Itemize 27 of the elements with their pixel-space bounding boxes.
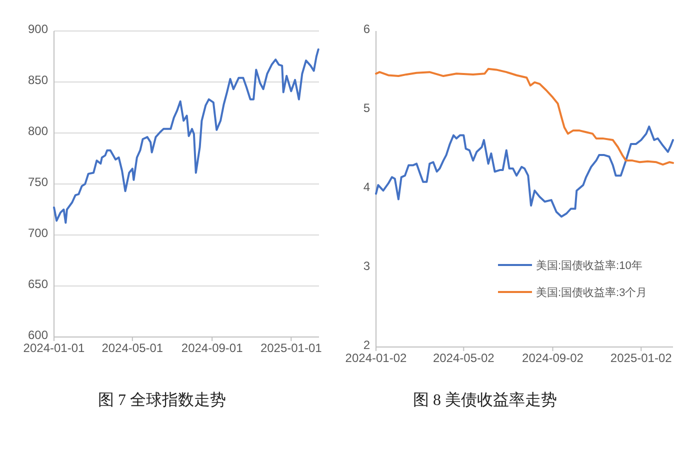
line-series: [375, 126, 674, 218]
text: 图 7 全球指数走势: [98, 391, 226, 409]
y-tick-label: 900: [28, 22, 48, 36]
y-tick-label: 4: [363, 180, 370, 194]
x-tick-label: 2024-05-01: [102, 341, 164, 355]
x-tick-label: 2024-01-01: [23, 341, 86, 355]
y-tick-label: 800: [28, 124, 48, 138]
y-tick-label: 5: [363, 101, 370, 115]
x-tick-label: 2025-01-01: [260, 341, 322, 355]
y-tick-label: 700: [28, 226, 48, 240]
y-tick-label: 650: [28, 277, 48, 291]
y-tick-label: 6: [363, 22, 370, 36]
legend-label: 美国:国债收益率:3个月: [536, 286, 648, 299]
x-tick-label: 2024-09-02: [522, 351, 584, 365]
y-tick-label: 600: [28, 328, 48, 342]
line-series: [375, 68, 674, 166]
y-tick-label: 750: [28, 175, 48, 189]
x-tick-label: 2024-05-02: [432, 351, 495, 365]
line-series: [53, 48, 320, 224]
x-tick-label: 2025-01-02: [610, 351, 672, 365]
y-tick-label: 3: [363, 259, 370, 273]
text: 图 8 美债收益率走势: [413, 391, 557, 409]
y-tick-label: 850: [28, 73, 48, 87]
x-tick-label: 2024-01-02: [345, 351, 408, 365]
legend-label: 美国:国债收益率:10年: [536, 259, 642, 272]
y-tick-label: 2: [363, 338, 370, 352]
x-tick-label: 2024-09-01: [181, 341, 244, 355]
